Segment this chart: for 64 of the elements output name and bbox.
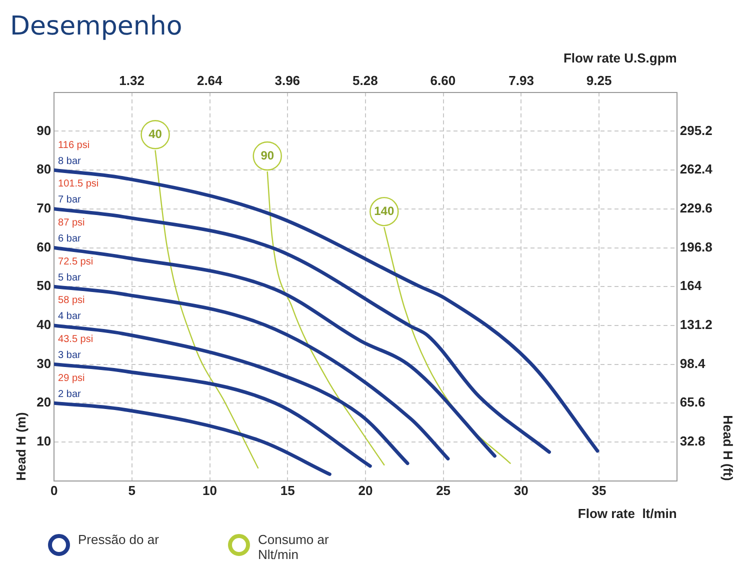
annotation: 101.5 psi [58, 178, 99, 190]
annotation: 116 psi [58, 140, 90, 151]
text: Consumo ar Nlt/min [258, 532, 330, 562]
x2-tick-label: 2.64 [196, 73, 224, 88]
series-label: 140 [374, 204, 394, 218]
x2-tick-label: 6.60 [430, 73, 456, 88]
y2-tick-label: 295.2 [680, 122, 712, 138]
line-series [54, 207, 551, 454]
text: Pressão do ar [78, 532, 160, 547]
y2-tick-label: 131.2 [680, 317, 712, 332]
x2-tick-label: 3.96 [274, 73, 300, 88]
y2-tick-label: 164 [680, 278, 702, 294]
x-tick-label: 15 [280, 483, 295, 498]
x2-tick-label: 1.32 [119, 73, 144, 88]
y-tick-label: 80 [36, 162, 52, 177]
x-tick-label: 20 [358, 483, 373, 498]
series-label: 8 bar [58, 156, 82, 167]
y-tick-label: 10 [36, 434, 52, 449]
x-tick-label: 0 [50, 483, 58, 498]
x-tick-label: 5 [128, 483, 136, 498]
x-tick-label: 30 [514, 483, 528, 498]
series-label: 6 bar [58, 234, 82, 245]
line-series [54, 168, 600, 453]
y-tick-label: 20 [36, 394, 52, 410]
x-tick-label: 35 [592, 483, 606, 498]
line-series [54, 246, 496, 458]
y2-axis-title: Head H (ft) [720, 415, 736, 481]
series-label: 5 bar [58, 272, 82, 284]
x2-axis-title: Flow rate U.S.gpm [563, 50, 677, 66]
series-label: 4 bar [58, 311, 82, 322]
y2-tick-label: 196.8 [680, 239, 712, 254]
line-series [54, 324, 410, 466]
series-label: 90 [260, 148, 274, 162]
chart-title: Desempenho [10, 11, 182, 42]
y-tick-label: 60 [36, 239, 52, 254]
line-series [54, 362, 372, 468]
annotation: 87 psi [58, 218, 85, 229]
x2-tick-label: 9.25 [586, 73, 612, 88]
annotation: 58 psi [58, 295, 85, 306]
line-series [54, 284, 450, 460]
x-tick-label: 10 [202, 483, 217, 498]
y-axis-title: Head H (m) [13, 412, 28, 481]
series-label: 40 [148, 126, 162, 141]
y2-tick-label: 65.6 [680, 394, 706, 410]
y-tick-label: 50 [36, 278, 52, 294]
annotation: 29 psi [58, 372, 85, 384]
y2-tick-label: 98.4 [680, 356, 706, 371]
series-label: 3 bar [58, 350, 82, 362]
y-tick-label: 40 [36, 317, 52, 332]
x-tick-label: 25 [436, 483, 451, 498]
series-label: 2 bar [58, 388, 82, 400]
y2-tick-label: 262.4 [680, 162, 714, 177]
y-tick-label: 70 [36, 200, 52, 216]
line-series [54, 401, 332, 476]
series-label: 7 bar [58, 194, 82, 206]
x-axis-title: Flow rate lt/min [578, 506, 677, 521]
x2-tick-label: 7.93 [508, 73, 534, 88]
annotation: 43.5 psi [58, 334, 94, 346]
y-tick-label: 30 [36, 356, 52, 371]
annotation: 72.5 psi [58, 256, 94, 268]
y2-tick-label: 32.8 [680, 434, 706, 449]
x2-tick-label: 5.28 [352, 73, 378, 88]
y2-tick-label: 229.6 [680, 200, 712, 216]
y-tick-label: 90 [36, 122, 52, 138]
